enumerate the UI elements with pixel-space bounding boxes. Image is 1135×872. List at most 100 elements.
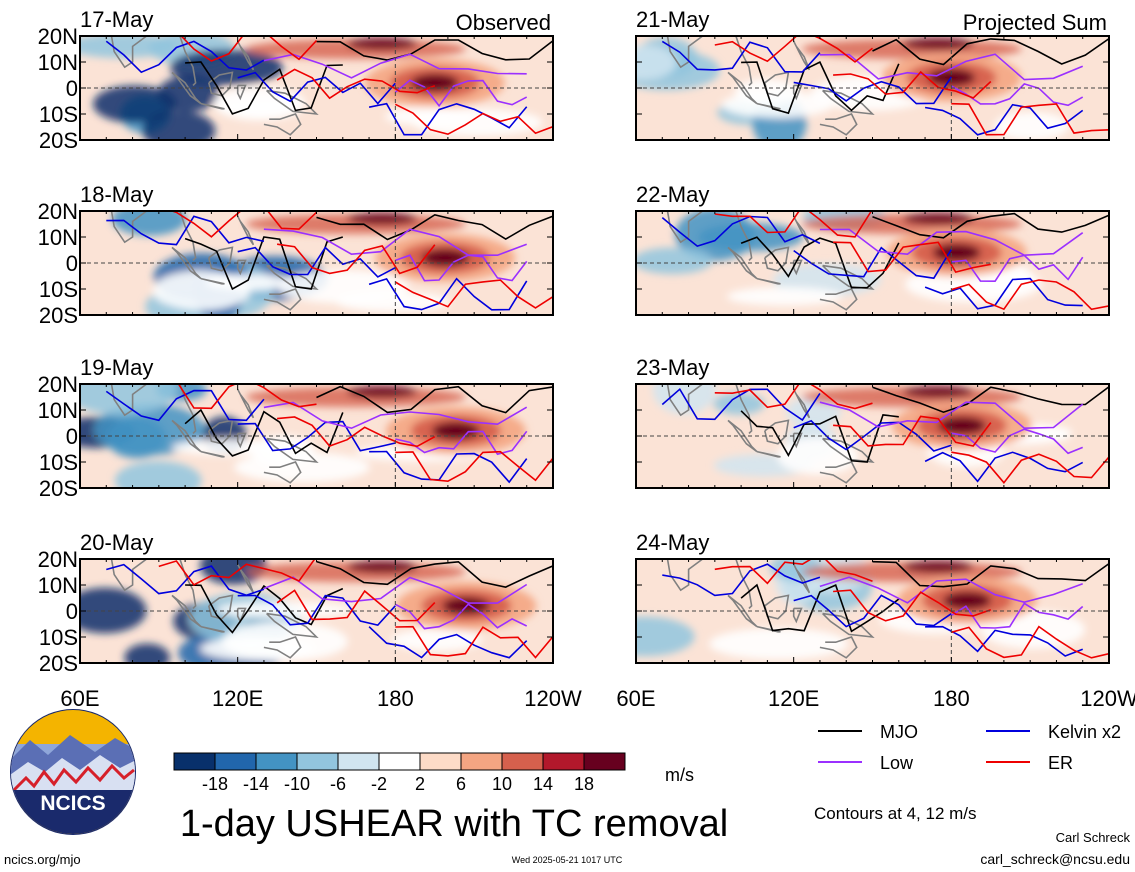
- colorbar-tick: -6: [330, 774, 346, 794]
- author-name: Carl Schreck: [1056, 830, 1131, 845]
- colorbar-tick: 10: [492, 774, 512, 794]
- colorbar-box: [173, 752, 216, 771]
- colorbar-tick: -14: [243, 774, 269, 794]
- shear-field: [80, 384, 553, 488]
- y-tick-label: 10S: [39, 277, 78, 302]
- panel-date: 18-May: [80, 182, 153, 207]
- y-tick-label: 20N: [38, 547, 78, 572]
- legend-label: Low: [880, 753, 914, 773]
- contours: [105, 36, 553, 136]
- shear-field: [80, 211, 553, 315]
- colorbar-box: [296, 752, 339, 771]
- coastline: [666, 559, 875, 659]
- panel-date: 21-May: [636, 7, 709, 32]
- x-tick-label: 60E: [616, 686, 655, 711]
- colorbar-box: [542, 752, 585, 771]
- y-tick-label: 10N: [38, 50, 78, 75]
- colorbar-box: [255, 752, 298, 771]
- figure-title: 1-day USHEAR with TC removal: [180, 803, 728, 845]
- y-tick-label: 0: [66, 599, 78, 624]
- ncics-logo: NCICS: [10, 709, 136, 835]
- panel-date: 20-May: [80, 530, 153, 555]
- website-link[interactable]: ncics.org/mjo: [4, 852, 81, 867]
- y-tick-label: 20N: [38, 24, 78, 49]
- x-tick-label: 120W: [1080, 686, 1135, 711]
- colorbar-tick: 14: [533, 774, 553, 794]
- colorbar-tick: 6: [456, 774, 466, 794]
- y-tick-label: 10S: [39, 102, 78, 127]
- colorbar-tick: -18: [202, 774, 228, 794]
- y-tick-label: 20S: [39, 651, 78, 676]
- shear-field: [636, 559, 1109, 663]
- contours: [105, 384, 553, 484]
- contour-note: Contours at 4, 12 m/s: [814, 804, 977, 823]
- colorbar-box: [378, 752, 421, 771]
- contours: [661, 211, 1109, 311]
- panel-23-May: 23-May: [635, 355, 1110, 489]
- y-tick-label: 0: [66, 424, 78, 449]
- legend-label: MJO: [880, 722, 918, 742]
- colorbar-tick: -2: [371, 774, 387, 794]
- column-label: Observed: [456, 10, 551, 35]
- panel-22-May: 22-May: [635, 182, 1110, 316]
- panel-21-May: 21-May Projected Sum: [635, 7, 1110, 141]
- colorbar-box: [419, 752, 462, 771]
- y-tick-label: 10N: [38, 225, 78, 250]
- coastline: [110, 559, 319, 659]
- contours: [106, 559, 553, 659]
- coastline: [110, 36, 319, 136]
- units-label: m/s: [665, 765, 694, 785]
- y-tick-label: 20S: [39, 128, 78, 153]
- y-tick-label: 10S: [39, 625, 78, 650]
- timestamp: Wed 2025-05-21 1017 UTC: [512, 855, 623, 865]
- author-email[interactable]: carl_schreck@ncsu.edu: [980, 851, 1130, 867]
- colorbar-tick: 2: [415, 774, 425, 794]
- shear-field: [80, 559, 553, 663]
- y-tick-label: 10S: [39, 450, 78, 475]
- legend-label: Kelvin x2: [1048, 722, 1121, 742]
- x-tick-label: 180: [933, 686, 970, 711]
- colorbar-box: [337, 752, 380, 771]
- panel-date: 24-May: [636, 530, 709, 555]
- logo-text: NCICS: [40, 792, 105, 815]
- shear-field: [636, 36, 1109, 140]
- y-tick-label: 10N: [38, 573, 78, 598]
- x-tick-label: 120E: [212, 686, 263, 711]
- panel-date: 19-May: [80, 355, 153, 380]
- shear-field: [80, 36, 553, 140]
- legend-label: ER: [1048, 753, 1073, 773]
- colorbar-tick: 18: [574, 774, 594, 794]
- panel-date: 17-May: [80, 7, 153, 32]
- y-tick-label: 20S: [39, 303, 78, 328]
- colorbar-tick: -10: [284, 774, 310, 794]
- y-tick-label: 20N: [38, 372, 78, 397]
- x-tick-label: 180: [377, 686, 414, 711]
- y-tick-label: 20S: [39, 476, 78, 501]
- panel-date: 22-May: [636, 182, 709, 207]
- coastline: [666, 384, 875, 484]
- colorbar-box: [214, 752, 257, 771]
- x-tick-label: 120W: [524, 686, 582, 711]
- shear-field: [636, 211, 1109, 315]
- y-tick-label: 20N: [38, 199, 78, 224]
- colorbar-box: [583, 752, 626, 771]
- panel-date: 23-May: [636, 355, 709, 380]
- x-tick-label: 60E: [60, 686, 99, 711]
- y-tick-label: 0: [66, 76, 78, 101]
- colorbar-box: [501, 752, 544, 771]
- panel-24-May: 24-May: [635, 530, 1110, 664]
- coastline: [110, 211, 319, 311]
- y-tick-label: 0: [66, 251, 78, 276]
- colorbar-box: [460, 752, 503, 771]
- legend: MJO Kelvin x2 Low ER: [818, 722, 1121, 773]
- x-tick-label: 120E: [768, 686, 819, 711]
- colorbar: -18 -14 -10 -6 -2 2 6 10 14 18: [173, 752, 626, 794]
- x-axis-labels: 60E 120E 180 120W 60E 120E 180 120W: [60, 686, 1135, 711]
- y-tick-label: 10N: [38, 398, 78, 423]
